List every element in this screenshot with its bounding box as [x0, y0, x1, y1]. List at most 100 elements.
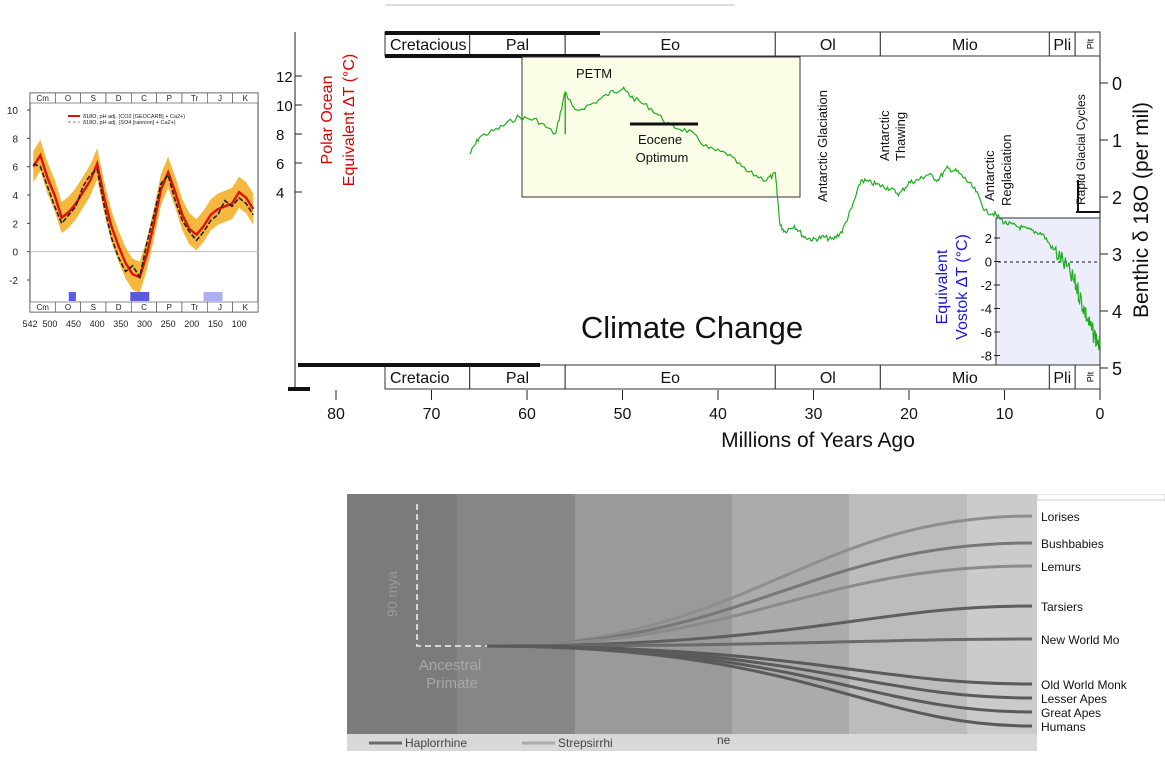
time-band	[732, 494, 849, 751]
primate-phylogeny: 90 mya Ancestral Primate Lorises Bushbabi…	[347, 494, 1165, 751]
period-bottom-label: D	[116, 303, 122, 312]
x-tick-label: 200	[184, 319, 199, 329]
period-top-label: J	[218, 94, 222, 103]
epoch-bottom-cell	[384, 364, 471, 390]
period-top-label: K	[243, 94, 249, 103]
period-bottom-label: Tr	[191, 303, 199, 312]
period-top-label: P	[167, 94, 172, 103]
branch-line	[486, 604, 1033, 648]
period-top-label: C	[141, 94, 147, 103]
right-y-label: Benthic δ 18O (per mil)	[1130, 102, 1153, 318]
x-tick-label: 542	[22, 319, 37, 329]
epoch-bottom-label: Pli	[1053, 370, 1071, 387]
right-y-tick-label: 3	[1112, 245, 1122, 265]
epoch-top-cell	[1074, 31, 1101, 57]
right-y-tick-label: 5	[1112, 359, 1122, 379]
period-top-label: S	[91, 94, 96, 103]
branch-line	[486, 637, 1033, 648]
time-band	[457, 494, 575, 751]
legend-strepsirrhine: Strepsirrhi	[558, 736, 613, 750]
period-bottom-label: S	[91, 303, 96, 312]
epoch-top-cell	[469, 31, 566, 57]
taxon-label: Lesser Apes	[1041, 692, 1107, 706]
period-top-cell	[232, 92, 259, 104]
right-y-tick-label: 2	[1112, 188, 1122, 208]
x-tick-label: 450	[66, 319, 81, 329]
series-dashed-line	[33, 163, 254, 280]
inset-y-tick-label: -8	[980, 349, 992, 364]
taxon-label: Lorises	[1041, 510, 1080, 524]
cenozoic-plot-area: Cretacious Pal Eo Ol Mio Pli Plt Cretacio Pal Eo O…	[276, 4, 1122, 423]
taxon-label: Old World Monk	[1041, 678, 1128, 692]
left-y-tick-label: 4	[276, 185, 284, 202]
x-tick-label: 50	[614, 406, 632, 423]
x-tick-label: 40	[709, 406, 727, 423]
left-y-label-line-1: Polar Ocean	[319, 76, 336, 165]
legend-strepsirrhine-tail: ne	[717, 733, 731, 747]
x-tick-label: 400	[90, 319, 105, 329]
origin-label-line-1: Ancestral	[419, 657, 482, 674]
legend-strip	[347, 734, 1037, 751]
period-bottom-label: J	[218, 303, 222, 312]
label-box-border	[1036, 494, 1165, 501]
epoch-top-label: Eo	[660, 37, 680, 54]
epoch-top-label: Pli	[1053, 37, 1071, 54]
epoch-top-label: Plt	[1086, 38, 1096, 49]
x-tick-label: 0	[1096, 406, 1105, 423]
glacial-period-bar	[203, 292, 223, 301]
time-marker-label: 90 mya	[384, 571, 400, 617]
benthic-d18o-line	[469, 86, 1101, 350]
period-bottom-cell	[232, 301, 259, 313]
inset-y-tick-label: -2	[980, 278, 992, 293]
period-bottom-label: Cm	[36, 303, 49, 312]
epoch-bottom-label: Mio	[952, 370, 978, 387]
legend-entry-1: δ18O, pH adj. (CO2 [GEOCARB] + Ca2+)	[83, 114, 185, 120]
eocene-inset-box	[521, 56, 801, 198]
legend-entry-2: δ18O, pH adj. (SO4 [rannion] + Ca2+)	[83, 120, 176, 126]
glacial-period-bar	[68, 292, 76, 301]
y-tick-label: 10	[7, 106, 19, 117]
phanerozoic-plot-area: Cm Cm O O S S D D C C P P Tr Tr J J K K 10 8 6 4 2 0 -2 542 500 450…	[7, 92, 259, 329]
x-tick-label: 350	[113, 319, 128, 329]
annotation-antarctic-thawing-2: Thawing	[893, 112, 908, 161]
x-tick-label: 300	[137, 319, 152, 329]
time-band	[1037, 494, 1165, 751]
annotation-antarctic-thawing-1: Antarctic	[877, 110, 892, 161]
x-tick-label: 500	[42, 319, 57, 329]
phylogeny-background	[347, 494, 1165, 751]
taxon-label: Lemurs	[1041, 560, 1081, 574]
left-y-label-line-2: Equivalent ΔT (°C)	[341, 54, 358, 186]
right-y-tick-label: 0	[1112, 74, 1122, 94]
period-bottom-label: K	[243, 303, 249, 312]
annotation-rapid-glacial-cycles: Rapid Glacial Cycles	[1074, 94, 1088, 205]
epoch-bottom-cell	[469, 364, 566, 390]
left-y-tick-label: 6	[276, 156, 284, 173]
phylogeny-branches	[416, 504, 1033, 728]
origin-label-line-2: Primate	[426, 675, 478, 692]
branch-line	[486, 644, 1033, 728]
y-tick-label: 4	[12, 191, 18, 202]
x-tick-label: 80	[327, 406, 345, 423]
epoch-top-label: Ol	[820, 37, 836, 54]
x-tick-label: 30	[805, 406, 823, 423]
epoch-top-cell	[774, 31, 881, 57]
taxa-labels: Lorises Bushbabies Lemurs Tarsiers New World…	[1041, 510, 1128, 734]
epoch-top-label: Cretacious	[390, 37, 466, 54]
taxon-label: New World Mo	[1041, 633, 1120, 647]
vostok-inset-box	[995, 217, 1101, 366]
inset-y-label-line-2: Vostok ΔT (°C)	[954, 234, 971, 340]
annotation-antarctic-reglaciation-1: Antarctic	[982, 150, 997, 201]
right-y-tick-label: 1	[1112, 131, 1122, 151]
legend-haplorrhine: Haplorrhine	[405, 736, 467, 750]
left-y-tick-label: 8	[276, 127, 284, 144]
period-bottom-label: P	[167, 303, 172, 312]
right-y-tick-label: 4	[1112, 302, 1122, 322]
epoch-bottom-cell	[1074, 364, 1101, 390]
epoch-bottom-cell	[564, 364, 776, 390]
annotation-antarctic-glaciation: Antarctic Glaciation	[815, 90, 830, 202]
y-tick-label: 8	[12, 134, 18, 145]
epoch-top-cell	[1048, 31, 1076, 57]
glacial-period-bar	[130, 292, 150, 301]
x-axis-label: Millions of Years Ago	[721, 429, 915, 452]
cenozoic-chart: Cretacious Pal Eo Ol Mio Pli Plt Cretacio Pal Eo O…	[276, 4, 1153, 452]
